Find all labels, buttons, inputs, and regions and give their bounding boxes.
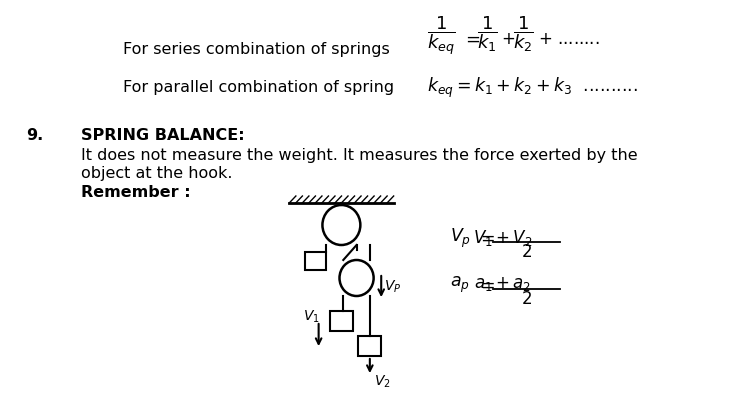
Text: SPRING BALANCE:: SPRING BALANCE: — [81, 128, 244, 143]
Text: $2$: $2$ — [521, 243, 532, 261]
Bar — [306, 252, 326, 270]
Text: $k_{eq} = k_1 + k_2 + k_3$  ..........: $k_{eq} = k_1 + k_2 + k_3$ .......... — [427, 76, 638, 100]
Text: $\dfrac{1}{k_{eq}}$: $\dfrac{1}{k_{eq}}$ — [427, 14, 456, 57]
Text: Remember :: Remember : — [81, 185, 191, 200]
Text: $V_p$: $V_p$ — [450, 227, 471, 249]
Text: object at the hook.: object at the hook. — [81, 166, 232, 181]
Text: $2$: $2$ — [521, 290, 532, 308]
Text: For parallel combination of spring: For parallel combination of spring — [123, 80, 395, 95]
Text: $a_p$: $a_p$ — [450, 275, 470, 295]
Bar — [358, 336, 381, 356]
Text: $=$: $=$ — [462, 30, 480, 48]
Text: $=$: $=$ — [477, 229, 495, 247]
Text: $+$ ........: $+$ ........ — [538, 30, 599, 48]
Text: $V_1$: $V_1$ — [303, 309, 320, 325]
Text: 9.: 9. — [26, 128, 44, 143]
Text: It does not measure the weight. It measures the force exerted by the: It does not measure the weight. It measu… — [81, 148, 637, 163]
Text: $V_P$: $V_P$ — [384, 278, 401, 295]
Text: $+$: $+$ — [501, 30, 515, 48]
Text: $\dfrac{1}{k_2}$: $\dfrac{1}{k_2}$ — [513, 14, 534, 54]
Text: $V_2$: $V_2$ — [373, 374, 390, 391]
Text: $a_1 + a_2$: $a_1 + a_2$ — [474, 275, 531, 293]
Bar — [330, 311, 352, 331]
Text: $V_1 + V_2$: $V_1 + V_2$ — [473, 228, 532, 248]
Text: $=$: $=$ — [477, 276, 495, 294]
Text: For series combination of springs: For series combination of springs — [123, 42, 390, 57]
Text: $\dfrac{1}{k_1}$: $\dfrac{1}{k_1}$ — [477, 14, 498, 54]
